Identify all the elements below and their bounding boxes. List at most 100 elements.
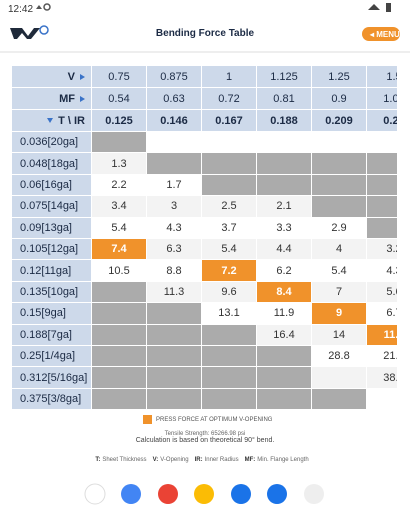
header-value-text: 0.188 — [270, 114, 298, 127]
force-value: 5.4 — [312, 260, 367, 282]
empty-cell — [257, 346, 312, 368]
optimum-force-text: 8.4 — [276, 285, 292, 298]
menu-button[interactable] — [362, 27, 400, 41]
header-value: 0.167 — [202, 110, 257, 132]
menu-label[interactable]: ◂ MENU — [370, 30, 400, 39]
thickness-label-text: 0.15[9ga] — [20, 307, 66, 320]
header-label: T \ IR — [12, 110, 92, 132]
menu-text[interactable]: MENU — [376, 30, 400, 39]
optimum-force: 11.5 — [367, 324, 397, 346]
force-value-text: 5.4 — [221, 243, 237, 256]
empty-cell — [257, 132, 312, 154]
header-value-text: 1.25 — [328, 70, 350, 83]
row-arrow[interactable] — [80, 73, 85, 80]
key-code: IR: — [194, 457, 203, 463]
empty-cell — [312, 174, 367, 197]
header-value: 0.25 — [367, 110, 397, 132]
app-icon[interactable] — [231, 484, 251, 504]
force-value-text: 38.4 — [383, 371, 397, 384]
app-icon[interactable] — [121, 484, 141, 504]
force-value-text: 8.8 — [166, 264, 182, 277]
app-icon[interactable] — [194, 484, 214, 504]
header-label-text: V — [67, 70, 75, 83]
header-label: MF — [12, 88, 92, 110]
thickness-label: 0.312[5/16ga] — [12, 367, 92, 389]
optimum-force-text: 11.5 — [383, 328, 397, 341]
header-value: 0.875 — [147, 66, 202, 88]
sort-arrow[interactable] — [47, 118, 54, 123]
thickness-label: 0.375[3/8ga] — [12, 388, 92, 409]
force-value: 4.4 — [257, 239, 312, 261]
thickness-label: 0.15[9ga] — [12, 303, 92, 325]
header-value-text: 0.875 — [160, 70, 188, 83]
app-icon[interactable] — [84, 483, 106, 505]
empty-cell — [257, 367, 312, 389]
empty-cell — [312, 153, 367, 175]
thickness-label-text: 0.075[14ga] — [20, 200, 79, 213]
key-list: T: Sheet Thickness V: V-Opening IR: Inner Rad… — [0, 457, 410, 463]
app-icon[interactable] — [304, 484, 324, 504]
force-value: 4.3 — [367, 260, 397, 282]
force-value: 8.8 — [147, 260, 202, 282]
header-value: 0.125 — [92, 110, 147, 132]
thickness-label: 0.075[14ga] — [12, 196, 92, 218]
header-value: 0.72 — [202, 88, 257, 110]
thickness-label: 0.105[12ga] — [12, 239, 92, 261]
force-value: 7 — [312, 281, 367, 304]
thickness-label: 0.048[18ga] — [12, 153, 92, 175]
header-value: 0.9 — [312, 88, 367, 110]
optimum-force: 9 — [312, 303, 367, 325]
empty-cell — [202, 174, 257, 197]
header-value-text: 0.9 — [331, 92, 347, 105]
force-value-text: 6.3 — [166, 243, 182, 256]
dock — [0, 476, 410, 512]
empty-cell — [202, 153, 257, 175]
force-value-text: 4.3 — [386, 264, 397, 277]
key-code: T: — [95, 457, 101, 463]
empty-cell — [202, 132, 257, 154]
force-value-text: 2.9 — [331, 221, 347, 234]
key-text: V-Opening — [160, 457, 189, 463]
header-value-text: 0.146 — [160, 114, 188, 127]
thickness-label-text: 0.12[11ga] — [20, 264, 72, 277]
row-arrow[interactable] — [80, 95, 85, 102]
thickness-label: 0.135[10ga] — [12, 281, 92, 304]
empty-cell — [92, 303, 147, 325]
header-value: 0.54 — [92, 88, 147, 110]
force-value-text: 28.8 — [328, 350, 350, 363]
empty-cell — [92, 324, 147, 346]
header-value: 1.08 — [367, 88, 397, 110]
thickness-label-text: 0.25[1/4ga] — [20, 350, 76, 363]
header-value-text: 0.125 — [105, 114, 133, 127]
empty-cell — [147, 346, 202, 368]
force-value: 1.7 — [147, 174, 202, 197]
force-value-text: 2.2 — [111, 178, 127, 191]
app-icon[interactable] — [267, 484, 287, 504]
force-value-text: 3 — [170, 200, 178, 213]
force-value-text: 3.2 — [386, 243, 397, 256]
app-icon[interactable] — [158, 484, 178, 504]
force-value-text: 5.4 — [111, 221, 127, 234]
force-value: 11.9 — [257, 303, 312, 325]
empty-cell — [367, 153, 397, 175]
force-value-text: 16.4 — [273, 328, 295, 341]
force-value-text: 4 — [335, 243, 343, 256]
optimum-force-text: 7.4 — [111, 243, 127, 256]
force-value-text: 13.1 — [218, 307, 240, 320]
force-value-text: 6.7 — [386, 307, 397, 320]
header-value: 1.125 — [257, 66, 312, 88]
empty-cell — [312, 388, 367, 409]
header-value-text: 1 — [225, 70, 233, 83]
thickness-label-text: 0.09[13ga] — [20, 221, 72, 234]
thickness-label-text: 0.312[5/16ga] — [20, 371, 88, 384]
empty-cell — [147, 388, 202, 409]
force-value: 2.1 — [257, 196, 312, 218]
empty-cell — [367, 174, 397, 197]
force-value: 3 — [147, 196, 202, 218]
empty-cell — [92, 388, 147, 409]
header-value: 0.81 — [257, 88, 312, 110]
force-value: 21.4 — [367, 346, 397, 368]
empty-cell — [202, 346, 257, 368]
empty-cell — [312, 132, 367, 154]
